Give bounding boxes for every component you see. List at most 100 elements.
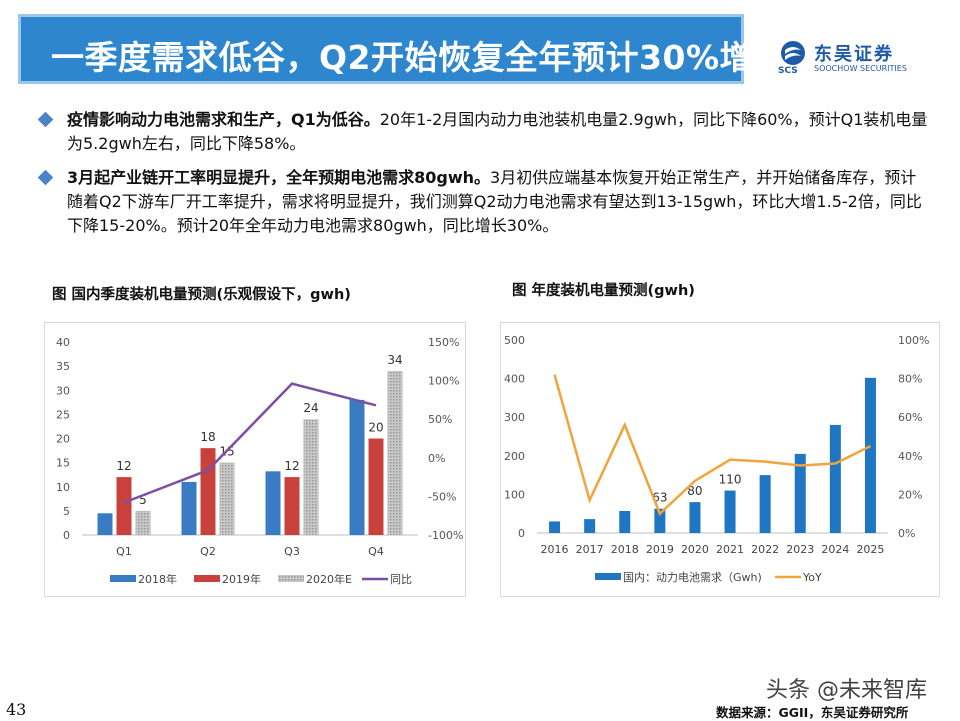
x-tick-label: 2023 [786,543,814,556]
data-label: 5 [139,493,147,507]
line-series [553,374,872,516]
y-tick-label: 15 [56,457,70,470]
logo-abbr: SCS [778,66,798,76]
bar [654,508,666,533]
bar [829,424,841,533]
page-title: 一季度需求低谷，Q2开始恢复全年预计30%增速 [51,38,787,77]
legend-label: 2018年 [138,572,177,586]
bar [864,377,876,533]
x-tick-label: 2022 [751,543,779,556]
data-label: 34 [387,353,402,367]
y-tick-label: 0 [518,527,525,540]
x-tick-label: Q2 [200,545,216,558]
y-tick-label: 30 [56,384,70,397]
data-label: 20 [368,421,383,435]
bar [689,502,701,533]
y-tick-label: 200 [504,450,525,463]
bar [181,481,197,535]
x-tick-label: 2020 [681,543,709,556]
x-tick-label: 2019 [646,543,674,556]
legend-label: 2019年 [222,572,261,586]
legend-swatch [110,575,136,582]
bullet-point-2: 3月起产业链开工率明显提升，全年预期电池需求80gwh。3月初供应端基本恢复开始… [37,166,930,238]
bar [794,453,806,533]
y-tick-label: 500 [504,334,525,347]
y2-tick-label: 0% [898,527,915,540]
y2-tick-label: 50% [428,413,452,426]
y-tick-label: 300 [504,411,525,424]
chart-1-frame [44,322,466,597]
chart-2-title: 图 年度装机电量预测(gwh) [512,283,695,299]
bar [219,462,235,535]
bar [116,477,132,535]
data-label: 80 [687,484,702,498]
bullet-1-bold: 疫情影响动力电池需求和生产，Q1为低谷。 [67,110,380,129]
logo-chinese-name: 东吴证券 [814,44,894,65]
bar [349,399,365,535]
bullet-point-1: 疫情影响动力电池需求和生产，Q1为低谷。20年1-2月国内动力电池装机电量2.9… [37,108,930,156]
bar [619,510,631,533]
y2-tick-label: 60% [898,411,922,424]
y-tick-label: 40 [56,336,70,349]
x-tick-label: Q1 [116,545,132,558]
legend-label: YoY [802,571,822,584]
legend-label: 同比 [390,573,412,586]
x-tick-label: 2025 [856,543,884,556]
x-tick-label: 2021 [716,543,744,556]
bar [303,419,319,535]
y2-tick-label: 40% [898,450,922,463]
bar [135,510,151,535]
legend-swatch [278,575,304,582]
bar [97,513,113,535]
bar [724,490,736,533]
bar [368,438,384,535]
data-label: 12 [284,459,299,473]
x-tick-label: 2018 [611,543,639,556]
data-label: 12 [116,459,131,473]
legend-swatch [194,575,220,582]
logo-english-name: SOOCHOW SECURITIES [814,64,907,73]
bar [200,448,216,535]
y-tick-label: 0 [63,529,70,542]
y2-tick-label: 150% [428,336,459,349]
data-source: 数据来源：GGII，东吴证券研究所 [716,705,909,720]
x-tick-label: 2017 [576,543,604,556]
legend-swatch [595,573,621,580]
legend-label: 2020年E [306,572,352,586]
legend-label: 国内：动力电池需求（Gwh) [623,570,762,584]
y-tick-label: 35 [56,360,70,373]
chart-2-frame [500,322,940,597]
chart-1-title: 图 国内季度装机电量预测(乐观假设下，gwh) [52,287,351,303]
y-tick-label: 5 [63,505,70,518]
y2-tick-label: -50% [428,490,456,503]
bullet-2-text: 3月初供应端基本恢复开始正常生产，并开始储备库存，预计随着Q2下游车厂开工率提升… [67,168,922,235]
bullet-2-bold: 3月起产业链开工率明显提升，全年预期电池需求80gwh。 [67,168,491,187]
y2-tick-label: -100% [428,529,463,542]
bar [584,519,596,533]
line-series [123,382,377,504]
y2-tick-label: 100% [428,375,459,388]
y-tick-label: 100 [504,488,525,501]
bar [265,471,281,535]
data-label: 110 [719,473,742,487]
watermark: 头条 @未来智库 [766,678,927,703]
data-label: 24 [303,401,318,415]
page-number: 43 [6,700,27,719]
company-logo: 东吴证券 SCS SOOCHOW SECURITIES [778,40,918,80]
x-tick-label: 2024 [821,543,849,556]
y2-tick-label: 100% [898,334,929,347]
y2-tick-label: 20% [898,488,922,501]
x-tick-label: Q4 [368,545,384,558]
bar [387,370,403,535]
data-label: 18 [200,430,215,444]
bar [549,521,561,533]
logo-mark-icon [781,41,805,65]
title-bar: 一季度需求低谷，Q2开始恢复全年预计30%增速 [18,14,786,84]
x-tick-label: 2016 [541,543,569,556]
y-tick-label: 10 [56,481,70,494]
y2-tick-label: 80% [898,373,922,386]
bar [759,475,771,533]
y-tick-label: 25 [56,408,70,421]
